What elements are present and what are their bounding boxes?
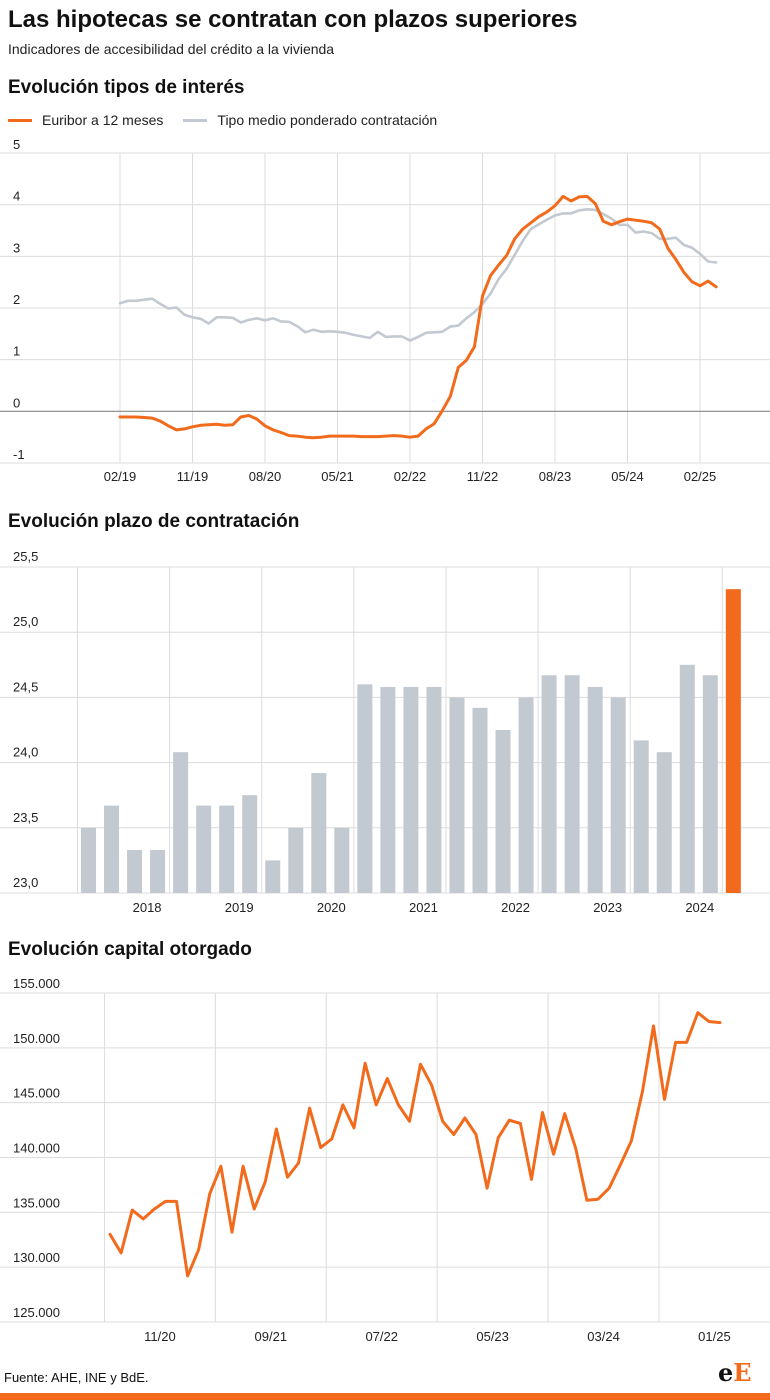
rates-chart-title: Evolución tipos de interés — [8, 77, 245, 98]
rates-x-tick-label: 08/23 — [539, 469, 572, 484]
bottom-accent-bar — [0, 1393, 770, 1400]
term-bar — [495, 730, 511, 893]
rates-y-tick-label: 2 — [13, 292, 20, 307]
capital-y-tick-label: 145.000 — [13, 1086, 60, 1101]
rates-y-tick-label: 4 — [13, 189, 20, 204]
capital-y-tick-label: 130.000 — [13, 1250, 60, 1265]
capital-x-tick-label: 01/25 — [698, 1329, 731, 1344]
logo-uppercase-e: E — [733, 1358, 752, 1387]
term-bar — [587, 686, 603, 893]
page-subtitle: Indicadores de accesibilidad del crédito… — [8, 41, 335, 57]
tipo-medio-series-line — [118, 208, 718, 342]
brand-logo: eE — [718, 1358, 752, 1387]
term-bar — [104, 805, 120, 893]
term-y-tick-label: 23,5 — [13, 810, 38, 825]
term-bar — [265, 860, 281, 893]
term-bar — [81, 827, 96, 893]
term-bar-highlight — [725, 589, 741, 893]
term-bar — [357, 684, 373, 893]
rates-y-tick-label: 0 — [13, 395, 20, 410]
rates-x-tick-label: 02/22 — [394, 469, 427, 484]
capital-x-tick-label: 05/23 — [476, 1329, 509, 1344]
term-bar — [334, 827, 350, 893]
rates-x-tick-label: 05/24 — [611, 469, 644, 484]
legend-item-tipo-medio: Tipo medio ponderado contratación — [183, 112, 437, 128]
term-y-tick-label: 23,0 — [13, 875, 38, 890]
term-bar — [219, 805, 235, 893]
capital-y-tick-label: 125.000 — [13, 1305, 60, 1320]
term-bar — [288, 827, 304, 893]
term-bar — [541, 675, 557, 893]
capital-y-tick-label: 150.000 — [13, 1031, 60, 1046]
rates-y-tick-label: 5 — [13, 137, 20, 152]
term-bar — [702, 675, 718, 893]
capital-x-tick-label: 03/24 — [587, 1329, 620, 1344]
term-bar — [518, 697, 534, 893]
term-chart: 25,5 25,0 24,5 24,0 23,5 23,0 2018 2019 2020 2021… — [0, 549, 770, 915]
term-bar — [150, 849, 166, 893]
capital-y-tick-label: 135.000 — [13, 1195, 60, 1210]
euribor-series-line — [118, 194, 718, 440]
legend-swatch-tipo-medio — [183, 118, 208, 122]
capital-y-tick-label: 140.000 — [13, 1141, 60, 1156]
capital-series-line — [108, 1011, 722, 1278]
term-y-tick-label: 24,0 — [13, 745, 38, 760]
logo-lowercase-e: e — [718, 1358, 734, 1387]
term-bar — [564, 675, 580, 893]
capital-chart: 155.000 150.000 145.000 140.000 135.000 130.0… — [0, 976, 770, 1344]
rates-x-tick-label: 11/22 — [467, 469, 499, 484]
rates-chart: 02/19 11/19 08/20 05/21 02/22 11/22 08/23 05/24… — [0, 137, 770, 484]
capital-y-tick-label: 155.000 — [13, 976, 60, 991]
capital-x-tick-label: 07/22 — [365, 1329, 398, 1344]
term-bar — [242, 795, 258, 893]
legend-label-euribor: Euribor a 12 meses — [42, 112, 164, 128]
rates-y-tick-label: -1 — [13, 447, 25, 462]
rates-x-tick-label: 02/25 — [684, 469, 717, 484]
rates-y-tick-label: 1 — [13, 344, 20, 359]
legend-item-euribor: Euribor a 12 meses — [8, 112, 163, 128]
capital-x-tick-label: 09/21 — [255, 1329, 288, 1344]
term-x-tick-label: 2022 — [501, 900, 530, 915]
term-y-tick-label: 25,0 — [13, 614, 38, 629]
term-bar — [311, 773, 327, 893]
rates-x-tick-label: 05/21 — [321, 469, 354, 484]
rates-y-tick-label: 3 — [13, 240, 20, 255]
rates-legend: Euribor a 12 meses Tipo medio ponderado … — [8, 112, 457, 128]
term-chart-title: Evolución plazo de contratación — [8, 511, 300, 532]
term-bar — [127, 849, 143, 893]
page-title: Las hipotecas se contratan con plazos su… — [8, 6, 578, 33]
term-x-tick-label: 2019 — [225, 900, 254, 915]
term-y-tick-label: 25,5 — [13, 549, 38, 564]
rates-x-tick-label: 08/20 — [249, 469, 282, 484]
term-y-tick-label: 24,5 — [13, 679, 38, 694]
term-bar — [610, 697, 626, 893]
capital-x-tick-label: 11/20 — [144, 1329, 176, 1344]
rates-x-tick-label: 11/19 — [177, 469, 209, 484]
term-bar — [633, 740, 649, 893]
term-x-tick-label: 2020 — [317, 900, 346, 915]
rates-x-tick-label: 02/19 — [104, 469, 137, 484]
term-bar — [403, 686, 419, 893]
term-bar — [656, 752, 672, 893]
term-bar — [173, 752, 189, 893]
capital-chart-title: Evolución capital otorgado — [8, 939, 252, 960]
term-bar — [426, 686, 442, 893]
term-bar — [679, 664, 695, 893]
term-x-tick-label: 2024 — [685, 900, 714, 915]
term-x-tick-label: 2018 — [133, 900, 162, 915]
term-bar — [380, 686, 396, 893]
source-note: Fuente: AHE, INE y BdE. — [4, 1370, 149, 1385]
legend-label-tipo-medio: Tipo medio ponderado contratación — [217, 112, 438, 128]
legend-swatch-euribor — [8, 118, 32, 122]
term-x-tick-label: 2021 — [409, 900, 438, 915]
term-x-tick-label: 2023 — [593, 900, 622, 915]
term-bar — [472, 707, 488, 893]
term-bar — [449, 697, 465, 893]
term-bar — [196, 805, 212, 893]
